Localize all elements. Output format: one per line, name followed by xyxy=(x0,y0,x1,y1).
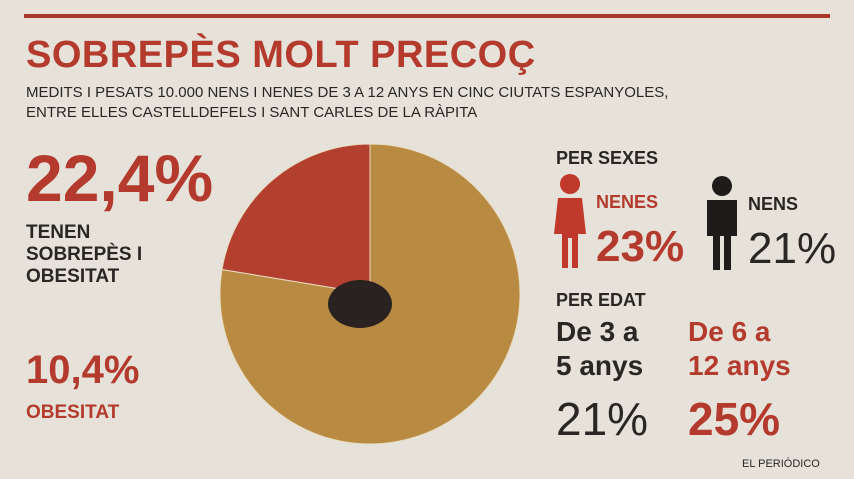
boy-icon xyxy=(707,176,737,270)
group-value: 25% xyxy=(688,393,781,445)
pie-hole xyxy=(328,280,392,328)
title: SOBREPÈS MOLT PRECOÇ xyxy=(26,34,536,76)
group-label: NENES xyxy=(596,192,659,212)
group-label: NENS xyxy=(748,194,799,214)
pie-chart xyxy=(219,143,521,445)
girl-icon xyxy=(554,174,586,268)
value-label: 22,4% xyxy=(26,141,214,215)
age-heading: PER EDAT xyxy=(556,290,646,310)
group-label: 5 anys xyxy=(556,350,644,381)
group-label: De 6 a xyxy=(688,316,771,347)
obesity-value: 10,4% xyxy=(26,348,140,392)
subtitle: ENTRE ELLES CASTELLDEFELS I SANT CARLES … xyxy=(26,104,478,121)
pie-slice xyxy=(221,143,371,295)
slice-label: TENEN SOBREPÈS I OBESITAT xyxy=(26,222,143,287)
obesity-label: OBESITAT xyxy=(26,402,120,423)
subtitle: MEDITS I PESATS 10.000 NENS I NENES DE 3… xyxy=(26,84,669,101)
group-label: De 3 a xyxy=(556,316,639,347)
sex-heading: PER SEXES xyxy=(556,148,659,168)
top-rule xyxy=(24,14,830,18)
source: EL PERIÓDICO xyxy=(742,458,820,470)
group-label: 12 anys xyxy=(688,350,791,381)
group-value: 23% xyxy=(596,222,685,271)
group-value: 21% xyxy=(748,224,837,273)
group-value: 21% xyxy=(556,393,649,445)
